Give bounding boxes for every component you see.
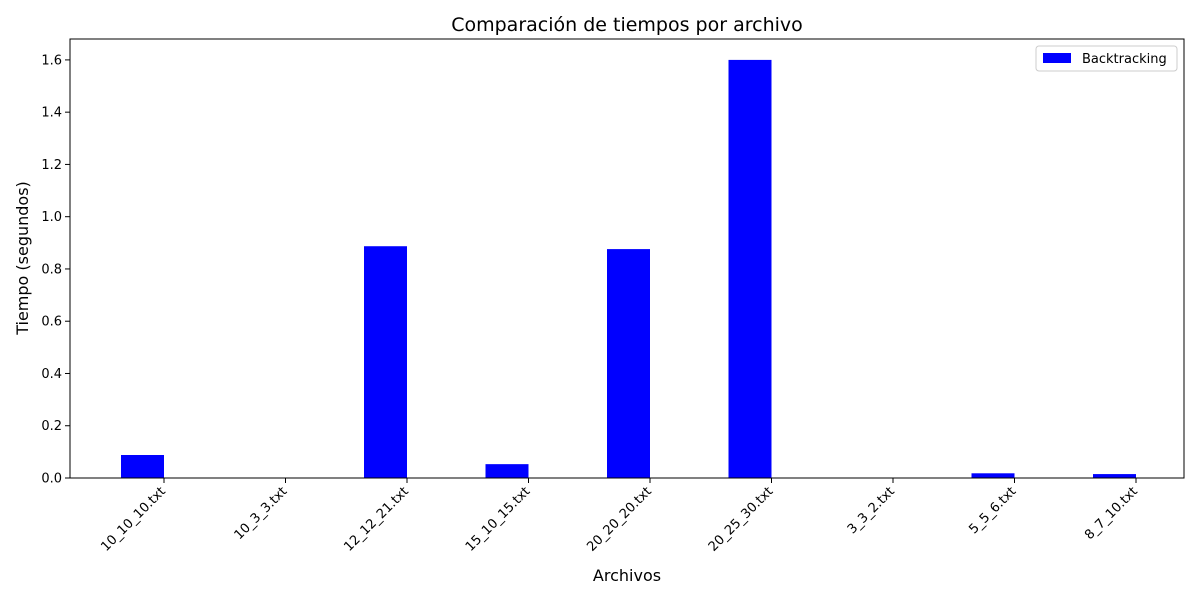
x-axis: 10_10_10.txt 10_3_3.txt 12_12_21.txt 15_10_…	[98, 478, 1140, 555]
y-tick-label: 1.4	[41, 106, 62, 121]
x-tick-label: 10_3_3.txt	[232, 484, 291, 543]
y-axis-label: Tiempo (segundos)	[13, 181, 32, 336]
y-tick-label: 1.2	[41, 158, 62, 173]
x-tick-label: 5_5_6.txt	[966, 484, 1019, 537]
x-tick-label: 20_25_30.txt	[706, 484, 776, 554]
x-tick-label: 15_10_15.txt	[463, 484, 533, 554]
y-tick-label: 0.4	[41, 367, 62, 382]
y-tick-label: 0.0	[41, 472, 62, 487]
bar-20-25-30-txt	[729, 60, 772, 478]
x-tick-label: 8_7_10.txt	[1082, 484, 1141, 543]
y-tick-label: 1.0	[41, 210, 62, 225]
legend: Backtracking	[1036, 46, 1177, 71]
bar-5-5-6-txt	[972, 473, 1015, 478]
y-tick-label: 0.2	[41, 419, 62, 434]
x-tick-label: 12_12_21.txt	[341, 484, 411, 554]
bar-15-10-15-txt	[486, 464, 529, 478]
x-tick-label: 20_20_20.txt	[584, 484, 654, 554]
legend-swatch	[1043, 53, 1071, 63]
bar-10-10-10-txt	[121, 455, 164, 478]
y-tick-label: 0.8	[41, 262, 62, 277]
bars-layer	[121, 60, 1136, 478]
x-tick-label: 10_10_10.txt	[98, 484, 168, 554]
y-tick-label: 0.6	[41, 315, 62, 330]
chart-title: Comparación de tiempos por archivo	[451, 14, 803, 36]
legend-label-backtracking: Backtracking	[1082, 52, 1167, 67]
bar-20-20-20-txt	[607, 249, 650, 478]
x-tick-label: 3_3_2.txt	[845, 484, 898, 537]
y-tick-label: 1.6	[41, 53, 62, 68]
y-axis: 0.0 0.2 0.4 0.6 0.8 1.0 1.2 1.4 1.6	[41, 53, 70, 486]
x-axis-label: Archivos	[593, 566, 661, 585]
bar-8-7-10-txt	[1093, 474, 1136, 478]
bar-12-12-21-txt	[364, 246, 407, 478]
